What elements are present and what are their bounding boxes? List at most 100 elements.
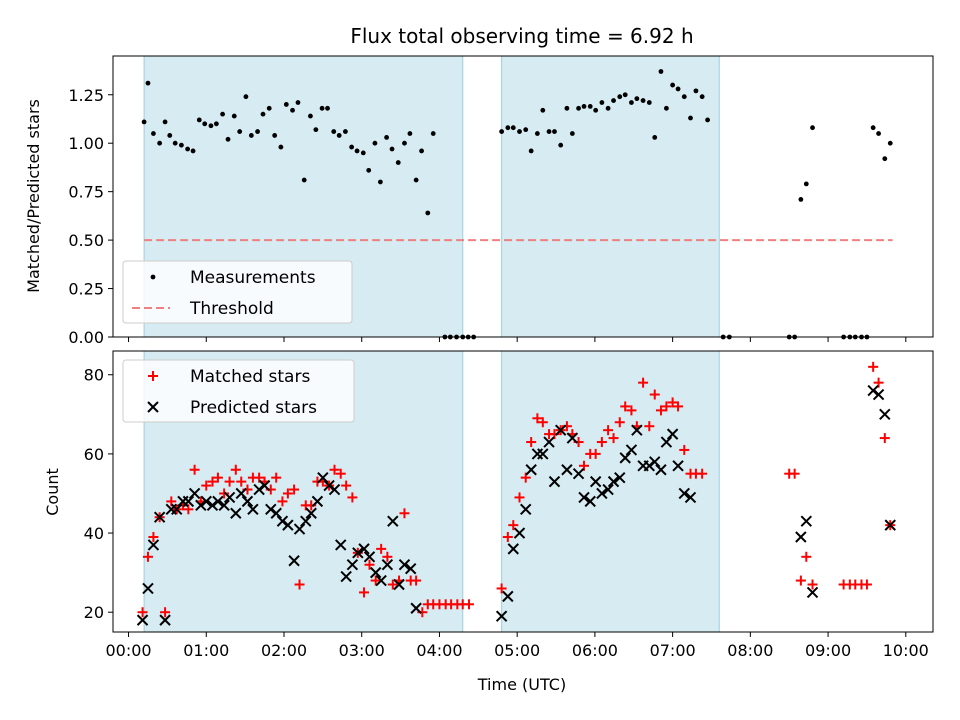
bottom-y-axis-label: Count	[43, 468, 62, 516]
bottom-point	[182, 495, 195, 508]
bottom-point	[398, 559, 411, 571]
bottom-point	[868, 361, 879, 372]
bottom-point	[347, 492, 358, 503]
top-point	[622, 92, 628, 98]
bottom-point	[513, 527, 526, 539]
top-point	[499, 129, 505, 134]
top-point	[395, 160, 401, 165]
bottom-point	[672, 460, 684, 472]
top-point	[810, 125, 815, 131]
top-legend-box	[122, 260, 353, 324]
bottom-y-tick-label: 60	[84, 445, 104, 464]
bottom-point	[241, 495, 254, 508]
bottom-point	[289, 484, 300, 495]
bottom-point	[566, 432, 579, 444]
bottom-legend-box	[122, 359, 355, 423]
bottom-point	[335, 539, 347, 551]
bottom-point	[537, 448, 549, 460]
bottom-point	[525, 464, 537, 476]
bottom-point	[183, 504, 194, 515]
legend-marker-measurements	[150, 274, 156, 280]
bottom-point	[159, 614, 171, 626]
top-point	[652, 134, 658, 140]
top-point	[185, 146, 191, 152]
bottom-point	[884, 519, 896, 531]
bottom-point	[679, 444, 690, 455]
bottom-point	[376, 543, 387, 554]
top-point	[167, 133, 173, 138]
top-point	[384, 134, 389, 140]
top-point	[342, 129, 348, 134]
top-point	[360, 150, 366, 156]
bottom-point	[548, 475, 561, 488]
top-point	[798, 197, 804, 202]
bottom-point	[387, 579, 398, 590]
bottom-point	[619, 452, 631, 464]
top-point	[354, 148, 360, 154]
bottom-point	[508, 520, 519, 531]
bottom-point	[795, 575, 806, 586]
top-point	[162, 119, 168, 125]
bottom-point	[684, 491, 697, 504]
top-panel: 0.00 0.25 0.50 0.75 1.00 1.25 Measurements Thre…	[68, 55, 934, 347]
bottom-legend-label: Matched stars	[190, 367, 310, 387]
bottom-point	[282, 519, 294, 531]
top-point	[402, 140, 407, 146]
bottom-point	[667, 397, 678, 408]
top-point	[510, 125, 516, 131]
bottom-point	[502, 532, 513, 543]
bottom-point	[147, 539, 160, 551]
top-point	[389, 146, 395, 152]
bottom-point	[801, 551, 812, 562]
bottom-point	[404, 562, 417, 575]
top-y-tick-label: 0.50	[68, 231, 104, 250]
bottom-point	[411, 575, 422, 586]
top-point	[882, 156, 888, 162]
top-point	[301, 177, 307, 183]
bottom-point	[305, 507, 317, 519]
bottom-point	[655, 405, 666, 416]
bottom-legend-label: Predicted stars	[190, 398, 317, 418]
bottom-point	[142, 582, 154, 595]
bottom-point	[399, 508, 410, 519]
bottom-point	[643, 460, 656, 472]
top-point	[319, 105, 325, 111]
bottom-point	[282, 488, 293, 499]
top-point	[540, 107, 546, 113]
bottom-point	[200, 495, 212, 508]
top-y-tick-label: 1.25	[68, 86, 104, 105]
top-point	[688, 115, 693, 121]
top-point	[283, 102, 289, 107]
legend-marker-plus	[148, 371, 158, 381]
bottom-point	[879, 433, 890, 444]
bottom-point	[230, 464, 241, 475]
top-point	[675, 86, 681, 92]
bottom-point	[253, 483, 265, 496]
bottom-point	[507, 543, 519, 555]
top-point	[664, 105, 669, 111]
bottom-point	[607, 475, 620, 488]
top-point	[605, 105, 611, 111]
bottom-point	[294, 579, 305, 590]
bottom-point	[148, 532, 159, 543]
top-point	[505, 125, 511, 131]
bottom-point	[254, 472, 265, 483]
bottom-point	[311, 495, 324, 508]
bottom-point	[142, 551, 153, 562]
top-point	[430, 131, 436, 136]
bottom-point	[807, 579, 818, 590]
top-point	[528, 148, 534, 154]
bottom-point	[201, 480, 212, 491]
top-point	[658, 69, 664, 74]
top-point	[611, 98, 616, 103]
bottom-point	[514, 492, 525, 503]
bottom-point	[644, 421, 655, 432]
top-legend-label: Measurements	[190, 268, 316, 288]
bottom-point	[626, 405, 637, 416]
bottom-point	[160, 607, 171, 618]
top-point	[260, 111, 266, 117]
top-point	[248, 133, 254, 138]
bottom-point	[649, 389, 660, 400]
bottom-point	[666, 428, 679, 440]
bottom-series-x-1	[136, 384, 896, 626]
